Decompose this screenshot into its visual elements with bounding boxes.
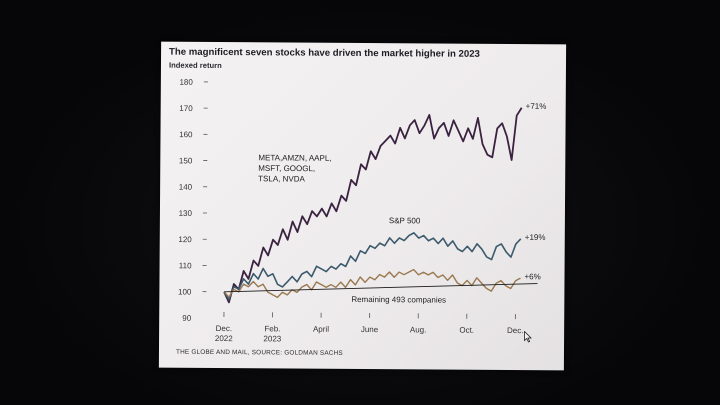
y-tick-label: 140 [179,183,193,192]
y-tick-label: 90 [182,314,192,323]
y-tick-label: 110 [179,261,192,270]
y-tick-label: 130 [179,209,193,218]
end-label-1: +19% [525,233,546,242]
y-tick-label: 160 [179,130,193,139]
series-lines [223,107,538,304]
mag7-label-line: META,AMZN, AAPL, [258,153,331,163]
mag7-label-line: TSLA, NVDA [258,174,305,183]
series-line-3 [224,283,538,293]
x-tick-label: June [361,325,379,334]
sp500-label: S&P 500 [389,216,421,225]
mouse-cursor-icon [524,331,532,343]
series-line-2 [223,268,521,299]
x-tick-label: Aug. [410,325,427,334]
end-label-2: +6% [524,272,540,281]
y-tick-label: 170 [179,104,193,113]
x-tick-year-label: 2022 [215,334,233,343]
y-axis-ticks: 90 100 110 120 130 140 150 160 170 180 [178,78,208,323]
x-tick-label: Dec. [216,324,233,333]
y-tick-label: 150 [179,156,193,165]
x-tick-label: Oct. [459,326,474,335]
end-label-0: +71% [526,102,547,111]
series-line-1 [223,232,522,301]
y-tick-label: 100 [178,287,192,296]
series-line-0 [223,107,523,304]
x-tick-label: Feb. [264,324,280,333]
x-tick-year-label: 2023 [263,334,281,343]
remaining-label: Remaining 493 companies [351,295,446,305]
x-tick-label: April [313,325,329,334]
series-annotations: +71% +19% +6% META,AMZN, AAPL,MSFT, GOOGL,T… [258,102,547,305]
x-tick-label: Dec. [507,326,524,335]
source-note: THE GLOBE AND MAIL, SOURCE: GOLDMAN SACH… [175,348,343,357]
y-tick-label: 120 [178,235,192,244]
chart-card: The magnificent seven stocks have driven… [158,41,567,371]
y-tick-label: 180 [179,78,193,87]
mag7-label-line: MSFT, GOOGL, [258,164,315,173]
